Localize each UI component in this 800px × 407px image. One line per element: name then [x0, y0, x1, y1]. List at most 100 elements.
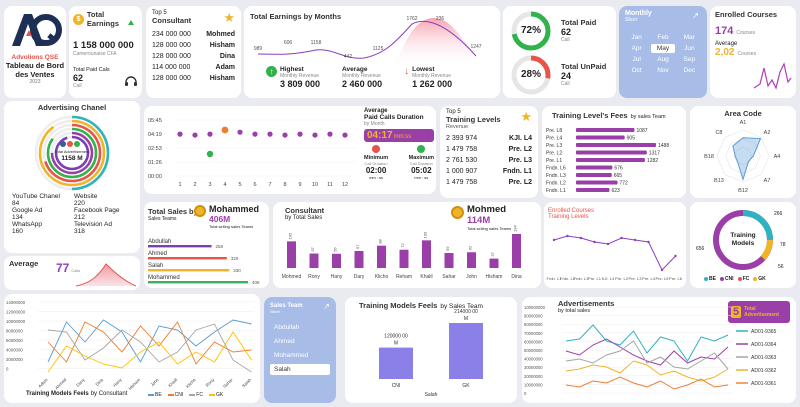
el-cat: Frdn. L2: [560, 276, 576, 281]
level-fees-card: Training Level's Fees by sales Team Pre.…: [542, 106, 686, 198]
tmc-ytick: 6000000: [6, 338, 23, 343]
team-salah[interactable]: Salah: [270, 364, 330, 375]
radar-area: [732, 137, 762, 182]
ad-total-label: Total Advertisement: [54, 149, 90, 154]
area-code-title: Area Code: [724, 109, 762, 118]
avg-duration-unit: mm:ss: [393, 134, 412, 140]
level-fees-bar-chart: Pre. L8 1087 Pre. L4 905 Pre. L3 1488 Pre. L2 1…: [546, 128, 669, 194]
month-may[interactable]: May: [651, 44, 675, 53]
el-dot: [579, 236, 583, 240]
training-models-card: Training Models 266 656 78 56 BE CNI FC …: [690, 202, 796, 288]
enrolled-card: Enrolled Courses 174 Courses Average 2,0…: [710, 6, 796, 98]
expand-icon[interactable]: ↗: [323, 302, 330, 311]
cs-cat: Klicho: [375, 274, 389, 280]
top5-subtitle: Consultant: [152, 16, 192, 25]
tm-fees-card: Training Models Feels by Sales Team 1200…: [345, 297, 517, 403]
top5t-sub2: Revenue: [446, 124, 469, 130]
team-mohammed[interactable]: Mohammed: [274, 352, 309, 359]
average-value: 2 460 000: [342, 79, 383, 89]
lf-value: 772: [620, 181, 629, 187]
whatsapp-icon: [74, 141, 80, 147]
pc-dot: [327, 131, 333, 137]
unpaid-pct: 28%: [520, 69, 541, 80]
st-label: Abdullah: [148, 239, 171, 245]
tm-consultant-card: 14000000 12000000 10000000 8000000 6000000 40…: [4, 294, 260, 403]
level-fees-title: Training Level's Fees: [552, 111, 628, 120]
cs-value: 105: [288, 232, 293, 239]
ad-ytick: 100000000: [524, 305, 546, 310]
month-dec[interactable]: Dec: [683, 67, 696, 74]
tmc-cat: Ahmed: [54, 377, 68, 391]
radar-label: A2: [764, 130, 771, 136]
pc-ytick: 02:53: [148, 146, 162, 152]
top-consultant-sub: Total selling sales Teams: [467, 226, 512, 231]
consultant-row-name: Dina: [219, 53, 235, 60]
tmc-ytick: 4000000: [6, 348, 23, 353]
earnings-area: [394, 18, 476, 68]
tmc-series: [47, 331, 252, 373]
training-row-name: KJI. L4: [509, 135, 532, 142]
tmf-unit: M: [464, 316, 468, 322]
team-abdullah[interactable]: Abdullah: [274, 324, 300, 331]
pc-xtick: 9: [298, 182, 301, 188]
month-feb[interactable]: Feb: [657, 34, 669, 41]
ad-channel-radial: [34, 115, 110, 191]
tmc-cat: Rony: [205, 377, 216, 388]
ads-title2: by total sales: [558, 308, 591, 314]
min-label: Minimum: [364, 155, 389, 161]
pc-xtick: 4: [223, 182, 226, 188]
expand-icon[interactable]: ↗: [692, 11, 699, 20]
min-unit: mm : ss: [369, 175, 384, 180]
month-jun[interactable]: Jun: [684, 45, 695, 52]
month-aug[interactable]: Aug: [657, 56, 669, 63]
month-mar[interactable]: Mar: [683, 34, 695, 41]
month-sep[interactable]: Sep: [683, 56, 696, 63]
total-unpaid-title: Total UnPaid: [561, 62, 607, 71]
st-bar: [148, 245, 212, 248]
sales-teams-card: Total Salesby Sales Teams Mohammed 406M …: [144, 202, 269, 288]
tm-legend: BE CNI FC GK: [704, 276, 766, 282]
cs-value: 67: [355, 244, 360, 249]
month-oct[interactable]: Oct: [631, 67, 642, 74]
ad-item: Website 220: [74, 193, 98, 207]
training-row: 1 479 758 Pre. L2: [446, 144, 532, 155]
el-cat: Frdn. L1: [547, 276, 563, 281]
avg-unit: Courses: [737, 51, 757, 57]
tmc-cat: Dina: [94, 377, 104, 387]
tmc-series: [47, 323, 252, 373]
paid-calls-value: 62: [73, 73, 84, 83]
pc-xtick: 3: [208, 182, 211, 188]
month-nov[interactable]: Nov: [657, 67, 669, 74]
ad-channel-card: Advertising Chanel Total Advertisement 1…: [4, 101, 140, 253]
consultant-row-value: 128 000 000: [152, 75, 191, 82]
tmc-series: [47, 321, 252, 365]
pcd-title-2: Paid Calls Duration: [364, 114, 424, 121]
paid-donut: [511, 11, 551, 51]
month-jul[interactable]: Jul: [632, 56, 641, 63]
lf-value: 1282: [647, 158, 658, 164]
team-ahmed[interactable]: Ahmed: [274, 338, 295, 345]
pcd-title-1: Average: [364, 108, 388, 114]
tmc-cat: Adam: [37, 377, 49, 389]
cs-value: 134: [513, 225, 518, 232]
month-apr[interactable]: Apr: [631, 45, 642, 52]
radar-grid: [734, 147, 752, 165]
logo-card: Advolions QSE Tableau de Bord des Ventes…: [4, 6, 66, 98]
highest-label: Highest: [280, 66, 304, 73]
ad-ytick: 20000000: [524, 374, 543, 379]
avg-calls-label: Average: [9, 259, 39, 268]
pc-dot: [221, 126, 229, 134]
consultant-row-name: Mohmed: [206, 31, 235, 38]
consultant-row: 114 000 000 Adam: [152, 62, 235, 73]
max-value: 05:02: [411, 166, 432, 175]
cs-bar: [354, 251, 364, 268]
lf-label: Pre. L8: [546, 128, 562, 134]
cs-bar: [512, 234, 521, 268]
ad-legend-label: AD01-9362: [751, 368, 777, 374]
tmc-cat: Salah: [241, 377, 253, 389]
social-icons: [60, 141, 80, 147]
area-code-card: Area Code A1 A2 A4 A7 B12 B13 B18 C8: [690, 106, 796, 198]
lf-label: Fndn. L6: [546, 166, 566, 172]
month-jan[interactable]: Jan: [631, 34, 642, 41]
cs-value: 57: [310, 246, 315, 251]
